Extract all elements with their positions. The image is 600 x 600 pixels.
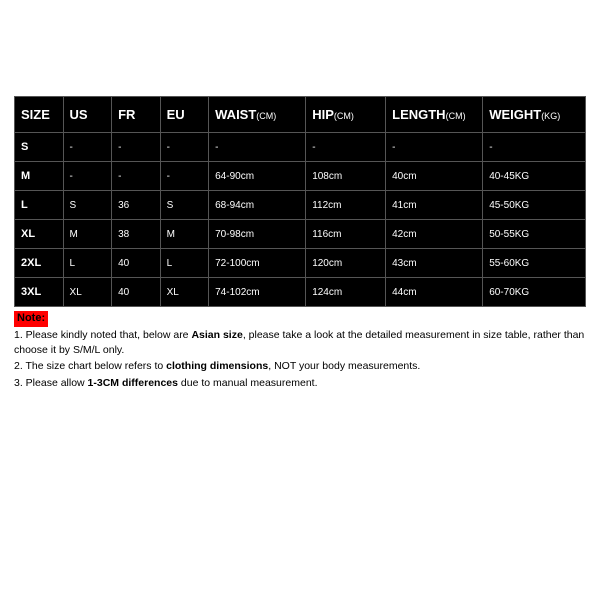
cell-hip: 120cm <box>306 249 386 278</box>
cell-size: S <box>15 133 64 162</box>
col-header-eu: EU <box>160 97 209 133</box>
cell-hip: 116cm <box>306 220 386 249</box>
cell-weight: 40-45KG <box>483 162 586 191</box>
cell-length: - <box>386 133 483 162</box>
cell-hip: - <box>306 133 386 162</box>
cell-hip: 124cm <box>306 278 386 307</box>
cell-weight: 55-60KG <box>483 249 586 278</box>
content-wrapper: SIZE US FR EU WAIST(CM) HIP(CM) LENGTH(C… <box>0 0 600 391</box>
cell-fr: - <box>112 162 161 191</box>
cell-us: M <box>63 220 112 249</box>
cell-length: 44cm <box>386 278 483 307</box>
cell-us: XL <box>63 278 112 307</box>
cell-size: L <box>15 191 64 220</box>
table-row: LS36S68-94cm112cm41cm45-50KG <box>15 191 586 220</box>
col-header-fr: FR <box>112 97 161 133</box>
cell-fr: - <box>112 133 161 162</box>
col-header-size: SIZE <box>15 97 64 133</box>
cell-waist: 68-94cm <box>209 191 306 220</box>
cell-size: XL <box>15 220 64 249</box>
cell-weight: - <box>483 133 586 162</box>
cell-us: S <box>63 191 112 220</box>
cell-length: 40cm <box>386 162 483 191</box>
cell-eu: S <box>160 191 209 220</box>
cell-waist: - <box>209 133 306 162</box>
cell-size: M <box>15 162 64 191</box>
col-header-waist: WAIST(CM) <box>209 97 306 133</box>
note-line-3: 3. Please allow 1-3CM differences due to… <box>14 376 586 391</box>
table-row: 3XLXL40XL74-102cm124cm44cm60-70KG <box>15 278 586 307</box>
size-chart-table: SIZE US FR EU WAIST(CM) HIP(CM) LENGTH(C… <box>14 96 586 307</box>
cell-weight: 45-50KG <box>483 191 586 220</box>
cell-eu: L <box>160 249 209 278</box>
col-header-hip: HIP(CM) <box>306 97 386 133</box>
cell-waist: 64-90cm <box>209 162 306 191</box>
note-line-2: 2. The size chart below refers to clothi… <box>14 359 586 374</box>
table-row: XLM38M70-98cm116cm42cm50-55KG <box>15 220 586 249</box>
note-label: Note: <box>14 311 48 327</box>
table-row: M---64-90cm108cm40cm40-45KG <box>15 162 586 191</box>
cell-size: 3XL <box>15 278 64 307</box>
note-line-1: 1. Please kindly noted that, below are A… <box>14 328 586 358</box>
cell-eu: - <box>160 133 209 162</box>
cell-waist: 72-100cm <box>209 249 306 278</box>
cell-eu: - <box>160 162 209 191</box>
cell-weight: 50-55KG <box>483 220 586 249</box>
cell-length: 43cm <box>386 249 483 278</box>
cell-us: - <box>63 133 112 162</box>
table-header-row: SIZE US FR EU WAIST(CM) HIP(CM) LENGTH(C… <box>15 97 586 133</box>
cell-waist: 74-102cm <box>209 278 306 307</box>
cell-waist: 70-98cm <box>209 220 306 249</box>
cell-eu: M <box>160 220 209 249</box>
cell-fr: 38 <box>112 220 161 249</box>
cell-fr: 40 <box>112 249 161 278</box>
cell-hip: 112cm <box>306 191 386 220</box>
notes-section: Note: 1. Please kindly noted that, below… <box>14 311 586 391</box>
cell-length: 41cm <box>386 191 483 220</box>
cell-hip: 108cm <box>306 162 386 191</box>
table-row: S------- <box>15 133 586 162</box>
cell-size: 2XL <box>15 249 64 278</box>
cell-eu: XL <box>160 278 209 307</box>
col-header-us: US <box>63 97 112 133</box>
cell-us: L <box>63 249 112 278</box>
col-header-length: LENGTH(CM) <box>386 97 483 133</box>
cell-fr: 40 <box>112 278 161 307</box>
cell-length: 42cm <box>386 220 483 249</box>
table-row: 2XLL40L72-100cm120cm43cm55-60KG <box>15 249 586 278</box>
cell-us: - <box>63 162 112 191</box>
cell-weight: 60-70KG <box>483 278 586 307</box>
cell-fr: 36 <box>112 191 161 220</box>
col-header-weight: WEIGHT(KG) <box>483 97 586 133</box>
table-body: S-------M---64-90cm108cm40cm40-45KGLS36S… <box>15 133 586 307</box>
